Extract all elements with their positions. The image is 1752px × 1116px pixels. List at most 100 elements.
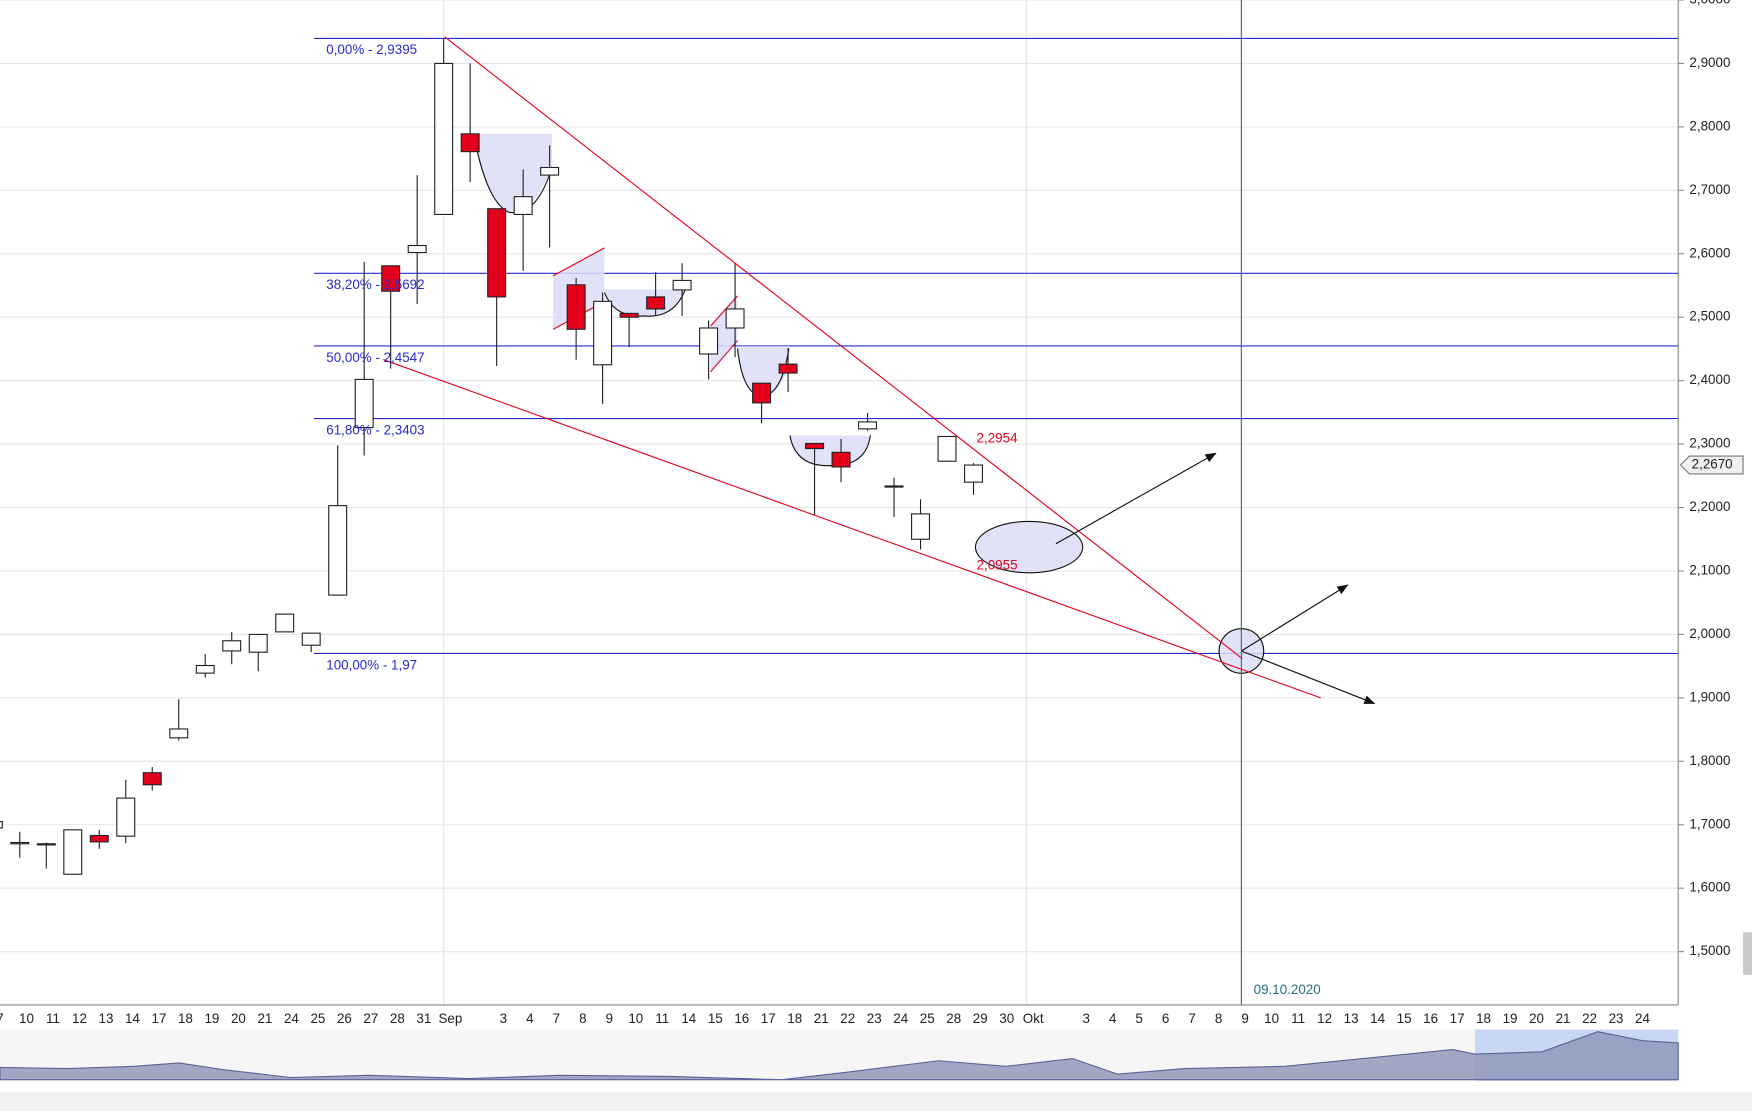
candle-body bbox=[36, 843, 56, 846]
candle-body bbox=[301, 632, 321, 646]
fib-label: 50,00% - 2,4547 bbox=[326, 350, 424, 365]
x-tick-label: 22 bbox=[840, 1011, 855, 1026]
x-tick-label: 18 bbox=[1476, 1011, 1491, 1026]
x-tick-label: 7 bbox=[1188, 1011, 1195, 1026]
x-tick-label: 17 bbox=[151, 1011, 166, 1026]
cup-shade bbox=[473, 133, 552, 213]
x-tick-label: 10 bbox=[628, 1011, 643, 1026]
flag-line bbox=[710, 295, 738, 327]
grid bbox=[0, 0, 1679, 1005]
arrows bbox=[1055, 452, 1376, 704]
candle-body bbox=[248, 633, 268, 653]
x-tick-label: 15 bbox=[708, 1011, 723, 1026]
x-tick-label: 22 bbox=[1582, 1011, 1597, 1026]
annotation-lines bbox=[383, 36, 1321, 699]
plot bbox=[0, 38, 984, 875]
candle-body bbox=[566, 284, 586, 330]
candle-body bbox=[646, 296, 666, 310]
flag-line bbox=[552, 247, 605, 277]
y-tick-label: 3,0000 bbox=[1689, 0, 1730, 7]
x-tick-label: 11 bbox=[1291, 1011, 1305, 1026]
x-tick-label: 27 bbox=[363, 1011, 378, 1026]
x-tick-label: 24 bbox=[893, 1011, 908, 1026]
x-tick-label: 17 bbox=[761, 1011, 776, 1026]
x-tick-label: 20 bbox=[1529, 1011, 1544, 1026]
x-tick-label: 29 bbox=[973, 1011, 988, 1026]
fib-label: 0,00% - 2,9395 bbox=[326, 42, 417, 57]
ellipse bbox=[974, 520, 1084, 574]
y-tick-label: 1,9000 bbox=[1689, 689, 1730, 704]
x-tick-label: 3 bbox=[500, 1011, 507, 1026]
candle-body bbox=[142, 772, 162, 786]
x-tick-label: 8 bbox=[579, 1011, 586, 1026]
fib-label: 38,20% - 2,5692 bbox=[326, 277, 424, 292]
trend-line bbox=[383, 359, 1321, 699]
fib-label: 100,00% - 1,97 bbox=[326, 657, 417, 672]
current-price-label: 2,2670 bbox=[1692, 457, 1733, 472]
y-tick-label: 2,6000 bbox=[1689, 245, 1730, 260]
x-tick-label: 17 bbox=[1450, 1011, 1465, 1026]
candle-body bbox=[89, 834, 109, 843]
x-tick-label: 3 bbox=[1082, 1011, 1089, 1026]
current-price-box bbox=[1679, 455, 1744, 475]
candle-body bbox=[964, 464, 984, 483]
candle-body bbox=[434, 62, 454, 215]
x-tick-label: 28 bbox=[946, 1011, 961, 1026]
x-tick-label: 6 bbox=[1162, 1011, 1169, 1026]
x-tick-label: 16 bbox=[1423, 1011, 1438, 1026]
cup-line bbox=[473, 133, 553, 214]
x-tick-label: 11 bbox=[46, 1011, 60, 1026]
y-tick-label: 2,2000 bbox=[1689, 499, 1730, 514]
navigator-area bbox=[0, 1031, 1679, 1081]
y-tick-label: 2,9000 bbox=[1689, 55, 1730, 70]
candle-body bbox=[275, 613, 295, 633]
x-tick-label: 23 bbox=[867, 1011, 882, 1026]
y-tick-label: 2,8000 bbox=[1689, 118, 1730, 133]
candle-body bbox=[407, 244, 427, 254]
x-tick-label: 10 bbox=[1264, 1011, 1279, 1026]
x-tick-label: 21 bbox=[814, 1011, 829, 1026]
y-tick-label: 2,4000 bbox=[1689, 372, 1730, 387]
candle-body bbox=[222, 640, 242, 652]
x-tick-label: 18 bbox=[178, 1011, 193, 1026]
x-tick-label: 26 bbox=[337, 1011, 352, 1026]
x-tick-label: 12 bbox=[72, 1011, 87, 1026]
date-marker-label: 09.10.2020 bbox=[1254, 982, 1321, 997]
cup-line bbox=[789, 435, 871, 467]
fib-label: 61,80% - 2,3403 bbox=[326, 422, 424, 437]
candle-body bbox=[884, 485, 904, 488]
x-tick-label: 9 bbox=[606, 1011, 613, 1026]
scrollbar-thumb[interactable] bbox=[1743, 932, 1752, 975]
candle-body bbox=[619, 312, 639, 318]
x-tick-label: 24 bbox=[1635, 1011, 1650, 1026]
y-tick-label: 2,5000 bbox=[1689, 309, 1730, 324]
x-tick-label: 19 bbox=[204, 1011, 219, 1026]
x-tick-label: 13 bbox=[1344, 1011, 1359, 1026]
y-tick-label: 2,7000 bbox=[1689, 182, 1730, 197]
price-annotation: 2,2954 bbox=[977, 431, 1019, 446]
candle-body bbox=[487, 208, 507, 298]
x-tick-label: 4 bbox=[1109, 1011, 1117, 1026]
candle-body bbox=[911, 513, 931, 540]
x-tick-label: 12 bbox=[1317, 1011, 1332, 1026]
scrollbar-track[interactable] bbox=[0, 1092, 1752, 1111]
x-tick-label: 14 bbox=[125, 1011, 140, 1026]
y-tick-label: 2,3000 bbox=[1689, 436, 1730, 451]
flag-line bbox=[710, 340, 738, 373]
candle-body bbox=[116, 797, 136, 837]
x-tick-label: 10 bbox=[19, 1011, 34, 1026]
x-tick-label: 25 bbox=[310, 1011, 325, 1026]
candle-body bbox=[805, 442, 825, 450]
x-tick-label: 25 bbox=[920, 1011, 935, 1026]
trend-line bbox=[444, 36, 1243, 660]
arrow bbox=[1241, 584, 1349, 652]
candle-body bbox=[381, 265, 401, 292]
candle-body bbox=[10, 841, 30, 845]
candle-body bbox=[752, 382, 772, 404]
x-tick-label: 23 bbox=[1609, 1011, 1624, 1026]
x-tick-label: 7 bbox=[0, 1011, 4, 1026]
x-tick-label: 5 bbox=[1135, 1011, 1142, 1026]
candle-body bbox=[354, 378, 374, 429]
x-tick-label: 14 bbox=[681, 1011, 696, 1026]
